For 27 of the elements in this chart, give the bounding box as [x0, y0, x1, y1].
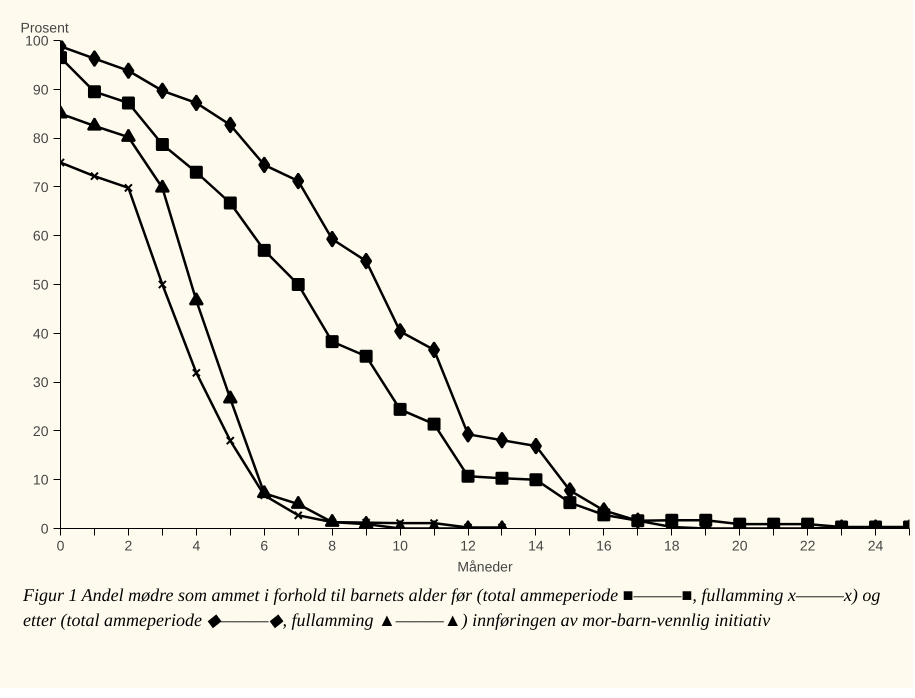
y-tick-label: 40 — [32, 325, 49, 342]
x-tick-label: 12 — [460, 538, 476, 554]
y-tick-label: 10 — [32, 472, 49, 488]
x-tick-label: 8 — [328, 538, 336, 554]
x-tick-label: 6 — [260, 538, 268, 554]
y-tick-label: 0 — [40, 520, 49, 536]
y-tick-label: 30 — [32, 374, 49, 390]
y-axis-title: Prosent — [20, 20, 69, 36]
y-tick-label: 90 — [32, 81, 49, 98]
y-tick-label: 100 — [25, 32, 49, 48]
y-tick-label: 80 — [32, 130, 49, 146]
x-tick-label: 2 — [124, 538, 133, 554]
text: Figur 1 Andel mødre som ammet i forhold til barnets alder før (total ammeperiode ■———■, fullamming x———x) og etter (total ammeperiode ◆———◆, fullamming ▲———▲) innføringen av mor-barn-vennlig initiativ — [23, 584, 882, 632]
y-tick-label: 70 — [32, 178, 49, 195]
x-axis-title: Måneder — [457, 558, 513, 574]
x-tick-label: 18 — [664, 538, 680, 554]
y-tick-label: 20 — [32, 422, 49, 439]
x-tick-label: 24 — [868, 538, 884, 554]
x-tick-label: 14 — [528, 538, 544, 554]
x-tick-label: 10 — [392, 538, 408, 554]
x-tick-label: 16 — [596, 538, 612, 554]
y-tick-label: 50 — [32, 276, 49, 292]
x-tick-label: 20 — [732, 538, 748, 554]
x-tick-label: 0 — [56, 538, 65, 554]
x-tick-label: 4 — [192, 538, 200, 554]
y-tick-label: 60 — [32, 228, 49, 244]
x-tick-label: 22 — [800, 538, 816, 554]
